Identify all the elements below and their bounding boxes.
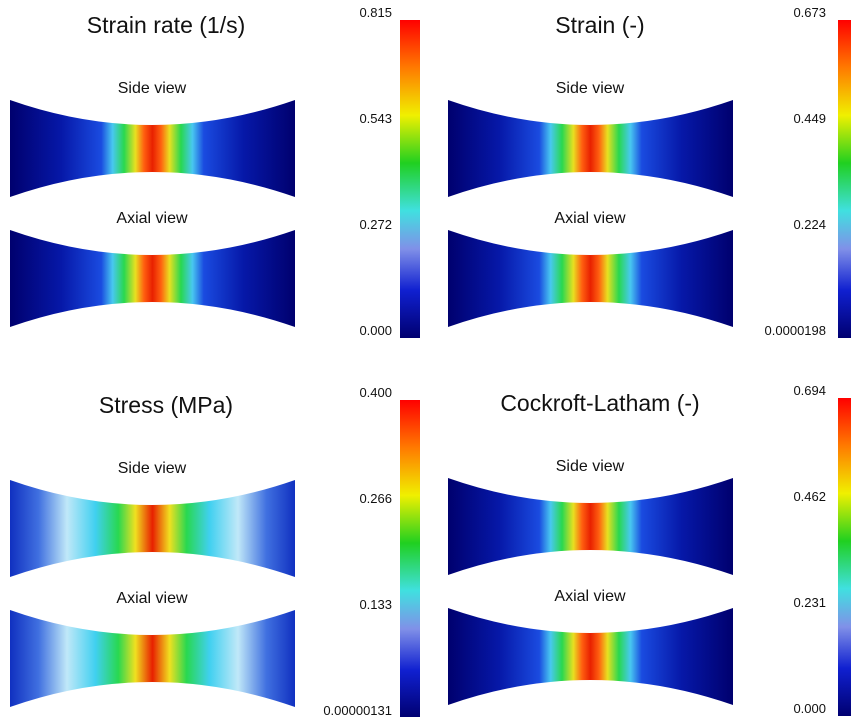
colorbar-tick-label: 0.224 xyxy=(793,217,826,232)
colorbar xyxy=(838,398,851,716)
specimen xyxy=(10,100,295,197)
colorbar-tick-label: 0.272 xyxy=(359,217,392,232)
colorbar xyxy=(838,20,851,338)
colorbar-tick-label: 0.400 xyxy=(359,385,392,400)
colorbar-tick-label: 0.000 xyxy=(359,323,392,338)
view-label: Side view xyxy=(118,460,187,477)
panel-title: Cockroft-Latham (-) xyxy=(500,390,699,416)
colorbar xyxy=(400,20,420,338)
view-label: Side view xyxy=(556,458,625,475)
specimen xyxy=(448,100,733,197)
panel-title: Stress (MPa) xyxy=(99,392,233,418)
specimen xyxy=(10,610,295,707)
colorbar-tick-label: 0.694 xyxy=(793,383,826,398)
colorbar-tick-label: 0.00000131 xyxy=(323,703,392,717)
colorbar-tick-label: 0.815 xyxy=(359,5,392,20)
specimen xyxy=(448,478,733,575)
colorbar-tick-label: 0.673 xyxy=(793,5,826,20)
colorbar-tick-label: 0.000 xyxy=(793,701,826,716)
colorbar-tick-label: 0.0000198 xyxy=(765,323,826,338)
panel-title: Strain rate (1/s) xyxy=(87,12,246,38)
colorbar-tick-label: 0.449 xyxy=(793,111,826,126)
colorbar xyxy=(400,400,420,717)
specimen xyxy=(10,230,295,327)
colorbar-tick-label: 0.266 xyxy=(359,491,392,506)
panel: Stress (MPa) Side view Axial view 0.400 0.26… xyxy=(10,385,420,717)
view-label: Axial view xyxy=(554,588,626,605)
specimen xyxy=(448,230,733,327)
view-label: Axial view xyxy=(116,210,188,227)
panel: Cockroft-Latham (-) Side view Axial view 0.… xyxy=(448,383,851,716)
panel: Strain rate (1/s) Side view Axial view 0.81… xyxy=(10,5,420,338)
view-label: Side view xyxy=(556,80,625,97)
specimen xyxy=(10,480,295,577)
colorbar-tick-label: 0.133 xyxy=(359,597,392,612)
colorbar-tick-label: 0.231 xyxy=(793,595,826,610)
view-label: Axial view xyxy=(116,590,188,607)
colorbar-tick-label: 0.543 xyxy=(359,111,392,126)
panel: Strain (-) Side view Axial view 0.673 0.449 0… xyxy=(448,5,851,338)
view-label: Side view xyxy=(118,80,187,97)
view-label: Axial view xyxy=(554,210,626,227)
colorbar-tick-label: 0.462 xyxy=(793,489,826,504)
specimen xyxy=(448,608,733,705)
panel-title: Strain (-) xyxy=(555,12,644,38)
